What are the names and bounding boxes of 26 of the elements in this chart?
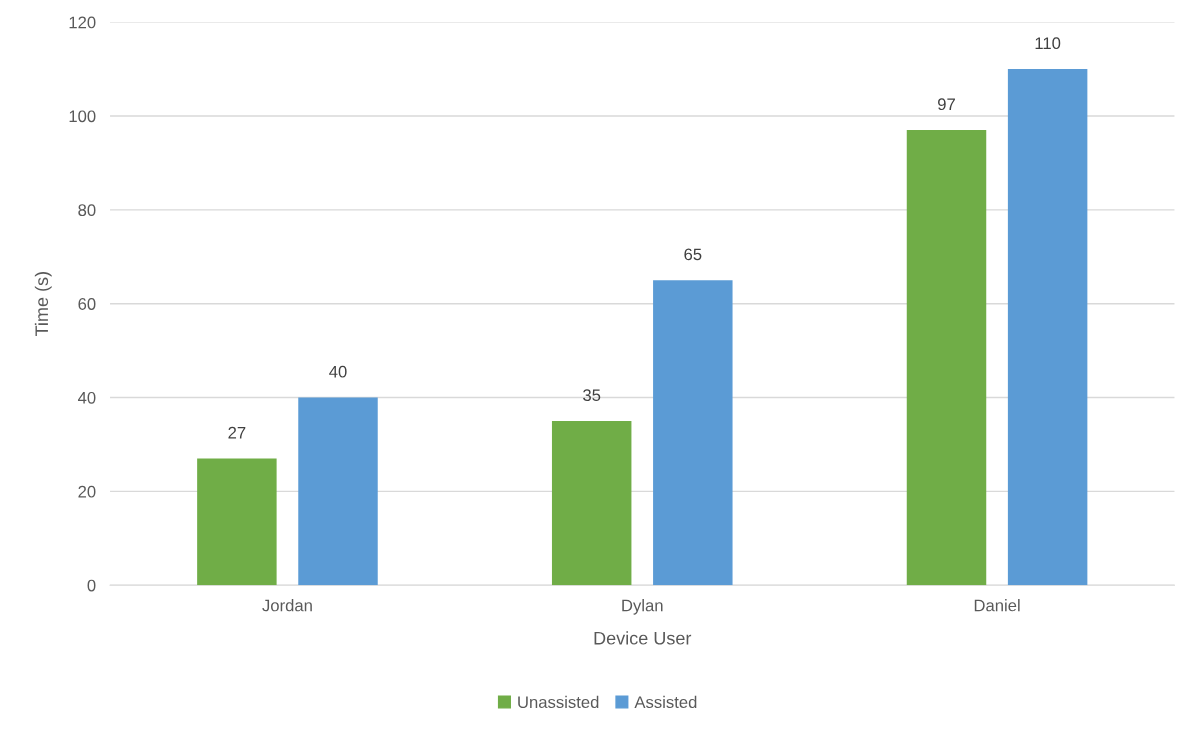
x-tick-label: Dylan <box>622 599 663 615</box>
bar <box>197 458 277 586</box>
data-label: 65 <box>684 248 702 261</box>
x-tick-label: Jordan <box>262 599 312 612</box>
x-axis-title: Device User <box>594 631 692 645</box>
x-tick-label: Daniel <box>974 599 1020 612</box>
y-tick-label: 0 <box>87 579 96 592</box>
bar <box>1007 69 1088 586</box>
y-tick-label: 20 <box>78 485 96 498</box>
data-label: 110 <box>1035 37 1061 50</box>
y-tick-label: 100 <box>69 110 96 123</box>
bar <box>551 421 632 586</box>
y-tick-label: 40 <box>77 391 96 404</box>
legend-label: Unassisted <box>518 695 599 709</box>
data-label: 27 <box>228 426 246 439</box>
data-label: 97 <box>938 98 955 111</box>
bar <box>906 130 987 586</box>
bar <box>298 397 378 586</box>
y-axis-title: Time (s) <box>34 272 52 337</box>
bar <box>653 280 733 586</box>
y-tick-label: 120 <box>69 16 96 29</box>
data-label: 40 <box>329 365 347 378</box>
y-tick-label: 60 <box>78 298 96 310</box>
data-label: 35 <box>583 389 601 402</box>
y-tick-label: 80 <box>78 204 96 217</box>
legend-label: Assisted <box>634 695 697 709</box>
